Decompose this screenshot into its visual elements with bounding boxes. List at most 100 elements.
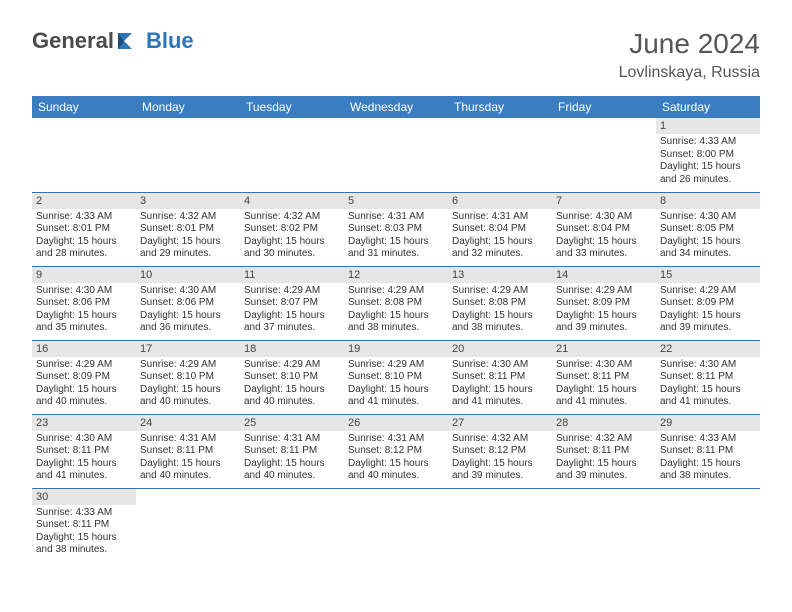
day-number: 8 — [656, 193, 760, 209]
weekday-header: Friday — [552, 96, 656, 118]
daylight-text: Daylight: 15 hours — [348, 458, 444, 471]
sunrise-text: Sunrise: 4:30 AM — [36, 285, 132, 298]
brand-logo: General Blue — [32, 28, 194, 54]
sunset-text: Sunset: 8:09 PM — [36, 371, 132, 384]
day-number: 1 — [656, 118, 760, 134]
sunrise-text: Sunrise: 4:30 AM — [660, 211, 756, 224]
calendar-week-row: 23Sunrise: 4:30 AMSunset: 8:11 PMDayligh… — [32, 414, 760, 488]
daylight-text: Daylight: 15 hours — [660, 310, 756, 323]
daylight-text: and 41 minutes. — [452, 396, 548, 409]
daylight-text: and 41 minutes. — [348, 396, 444, 409]
day-number: 3 — [136, 193, 240, 209]
sunrise-text: Sunrise: 4:31 AM — [348, 433, 444, 446]
calendar-day-cell: 30Sunrise: 4:33 AMSunset: 8:11 PMDayligh… — [32, 488, 136, 562]
daylight-text: Daylight: 15 hours — [660, 384, 756, 397]
calendar-week-row: 9Sunrise: 4:30 AMSunset: 8:06 PMDaylight… — [32, 266, 760, 340]
weekday-header: Thursday — [448, 96, 552, 118]
calendar-day-cell: 24Sunrise: 4:31 AMSunset: 8:11 PMDayligh… — [136, 414, 240, 488]
sunset-text: Sunset: 8:08 PM — [452, 297, 548, 310]
day-number: 30 — [32, 489, 136, 505]
calendar-day-cell: 4Sunrise: 4:32 AMSunset: 8:02 PMDaylight… — [240, 192, 344, 266]
daylight-text: Daylight: 15 hours — [36, 236, 132, 249]
sunrise-text: Sunrise: 4:30 AM — [556, 211, 652, 224]
day-number: 22 — [656, 341, 760, 357]
sunset-text: Sunset: 8:02 PM — [244, 223, 340, 236]
day-number: 26 — [344, 415, 448, 431]
sunset-text: Sunset: 8:11 PM — [36, 445, 132, 458]
calendar-day-cell — [656, 488, 760, 562]
calendar-day-cell — [448, 118, 552, 192]
sunrise-text: Sunrise: 4:30 AM — [556, 359, 652, 372]
daylight-text: Daylight: 15 hours — [348, 384, 444, 397]
calendar-day-cell: 29Sunrise: 4:33 AMSunset: 8:11 PMDayligh… — [656, 414, 760, 488]
sunrise-text: Sunrise: 4:33 AM — [36, 507, 132, 520]
daylight-text: and 36 minutes. — [140, 322, 236, 335]
sunrise-text: Sunrise: 4:29 AM — [140, 359, 236, 372]
sunrise-text: Sunrise: 4:30 AM — [660, 359, 756, 372]
daylight-text: and 41 minutes. — [660, 396, 756, 409]
calendar-day-cell: 3Sunrise: 4:32 AMSunset: 8:01 PMDaylight… — [136, 192, 240, 266]
calendar-day-cell: 23Sunrise: 4:30 AMSunset: 8:11 PMDayligh… — [32, 414, 136, 488]
sunset-text: Sunset: 8:12 PM — [452, 445, 548, 458]
calendar-day-cell: 18Sunrise: 4:29 AMSunset: 8:10 PMDayligh… — [240, 340, 344, 414]
sunrise-text: Sunrise: 4:29 AM — [660, 285, 756, 298]
daylight-text: and 35 minutes. — [36, 322, 132, 335]
header: General Blue June 2024 Lovlinskaya, Russ… — [0, 0, 792, 90]
day-number: 18 — [240, 341, 344, 357]
calendar-day-cell: 27Sunrise: 4:32 AMSunset: 8:12 PMDayligh… — [448, 414, 552, 488]
sunrise-text: Sunrise: 4:31 AM — [244, 433, 340, 446]
sunrise-text: Sunrise: 4:30 AM — [452, 359, 548, 372]
calendar-day-cell: 21Sunrise: 4:30 AMSunset: 8:11 PMDayligh… — [552, 340, 656, 414]
calendar-day-cell: 5Sunrise: 4:31 AMSunset: 8:03 PMDaylight… — [344, 192, 448, 266]
calendar-day-cell — [344, 488, 448, 562]
title-block: June 2024 Lovlinskaya, Russia — [619, 28, 760, 82]
day-number: 9 — [32, 267, 136, 283]
daylight-text: and 40 minutes. — [140, 396, 236, 409]
daylight-text: Daylight: 15 hours — [348, 310, 444, 323]
sunset-text: Sunset: 8:09 PM — [556, 297, 652, 310]
daylight-text: Daylight: 15 hours — [452, 310, 548, 323]
sunset-text: Sunset: 8:10 PM — [244, 371, 340, 384]
daylight-text: Daylight: 15 hours — [452, 384, 548, 397]
sunset-text: Sunset: 8:05 PM — [660, 223, 756, 236]
daylight-text: Daylight: 15 hours — [556, 236, 652, 249]
sunset-text: Sunset: 8:01 PM — [140, 223, 236, 236]
daylight-text: Daylight: 15 hours — [140, 458, 236, 471]
sunset-text: Sunset: 8:11 PM — [244, 445, 340, 458]
sunrise-text: Sunrise: 4:30 AM — [36, 433, 132, 446]
sunrise-text: Sunrise: 4:33 AM — [660, 136, 756, 149]
sunset-text: Sunset: 8:10 PM — [140, 371, 236, 384]
calendar-day-cell — [448, 488, 552, 562]
calendar-day-cell: 10Sunrise: 4:30 AMSunset: 8:06 PMDayligh… — [136, 266, 240, 340]
daylight-text: and 30 minutes. — [244, 248, 340, 261]
sunrise-text: Sunrise: 4:33 AM — [660, 433, 756, 446]
day-number: 2 — [32, 193, 136, 209]
month-title: June 2024 — [619, 28, 760, 60]
weekday-header: Sunday — [32, 96, 136, 118]
calendar-day-cell — [32, 118, 136, 192]
daylight-text: and 34 minutes. — [660, 248, 756, 261]
calendar-day-cell: 22Sunrise: 4:30 AMSunset: 8:11 PMDayligh… — [656, 340, 760, 414]
calendar-day-cell: 26 Sunrise: 4:31 AMSunset: 8:12 PMDayligh… — [344, 414, 448, 488]
sunset-text: Sunset: 8:12 PM — [348, 445, 444, 458]
day-number: 15 — [656, 267, 760, 283]
weekday-header-row: Sunday Monday Tuesday Wednesday Thursday… — [32, 96, 760, 118]
daylight-text: and 31 minutes. — [348, 248, 444, 261]
calendar-day-cell — [552, 118, 656, 192]
daylight-text: Daylight: 15 hours — [244, 310, 340, 323]
calendar-day-cell: 15Sunrise: 4:29 AMSunset: 8:09 PMDayligh… — [656, 266, 760, 340]
day-number: 24 — [136, 415, 240, 431]
location: Lovlinskaya, Russia — [619, 64, 760, 82]
daylight-text: and 38 minutes. — [36, 544, 132, 557]
daylight-text: and 40 minutes. — [140, 470, 236, 483]
calendar-day-cell: 28Sunrise: 4:32 AMSunset: 8:11 PMDayligh… — [552, 414, 656, 488]
daylight-text: and 32 minutes. — [452, 248, 548, 261]
calendar-day-cell — [136, 118, 240, 192]
day-number: 27 — [448, 415, 552, 431]
weekday-header: Monday — [136, 96, 240, 118]
daylight-text: and 38 minutes. — [348, 322, 444, 335]
day-number: 23 — [32, 415, 136, 431]
sunrise-text: Sunrise: 4:29 AM — [556, 285, 652, 298]
daylight-text: Daylight: 15 hours — [140, 384, 236, 397]
sunset-text: Sunset: 8:11 PM — [660, 445, 756, 458]
